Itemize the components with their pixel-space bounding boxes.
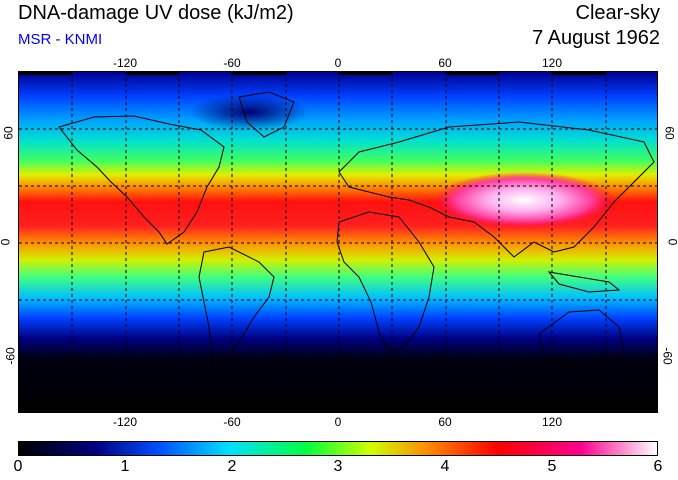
tibet-maximum: [434, 172, 614, 228]
sky-condition-label: Clear-sky: [575, 2, 660, 24]
lon-tick-bottom-minus120: -120: [112, 415, 138, 429]
lat-tick-left-60: 60: [1, 126, 16, 140]
lat-tick-left-0: 0: [0, 239, 12, 246]
lon-tick-top-60: 60: [438, 56, 452, 70]
lat-tick-right-minus60: -60: [660, 347, 675, 365]
uv-dose-map: [18, 71, 658, 413]
lon-tick-bottom-0: 0: [334, 415, 342, 429]
australia-outline: [538, 309, 625, 373]
north-america-outline: [58, 115, 225, 245]
data-source-label: MSR - KNMI: [18, 31, 103, 48]
south-america-outline: [198, 246, 275, 374]
lon-tick-bottom-minus60: -60: [223, 415, 241, 429]
map-title: DNA-damage UV dose (kJ/m2): [18, 2, 294, 24]
lon-tick-top-minus60: -60: [223, 56, 241, 70]
greenland-low: [189, 94, 309, 130]
graticule: [19, 72, 657, 412]
colorbar-tick-4: 4: [440, 458, 450, 475]
colorbar-tick-3: 3: [333, 458, 343, 475]
greenland-outline: [238, 91, 295, 138]
lon-tick-bottom-60: 60: [438, 415, 452, 429]
colorbar-tick-2: 2: [227, 458, 237, 475]
colorbar-gradient: [19, 442, 657, 455]
colorbar-tick-1: 1: [120, 458, 130, 475]
lat-tick-left-minus60: -60: [3, 347, 18, 365]
continent-outlines: [58, 91, 655, 374]
colorbar-tick-5: 5: [547, 458, 557, 475]
indonesia-outline: [547, 271, 621, 293]
eurasia-outline: [338, 121, 655, 258]
frame-ticks: [19, 72, 605, 412]
colorbar: [18, 441, 658, 456]
date-label: 7 August 1962: [532, 27, 660, 49]
lat-tick-right-0: 0: [666, 239, 678, 246]
colorbar-tick-0: 0: [13, 458, 23, 475]
africa-outline: [336, 211, 435, 353]
lon-tick-top-120: 120: [541, 56, 563, 70]
lon-tick-bottom-120: 120: [541, 415, 563, 429]
map-canvas: [19, 72, 657, 412]
lon-tick-top-0: 0: [334, 56, 342, 70]
lon-tick-top-minus120: -120: [112, 56, 138, 70]
lat-tick-right-60: 60: [662, 126, 677, 140]
colorbar-tick-6: 6: [653, 458, 663, 475]
